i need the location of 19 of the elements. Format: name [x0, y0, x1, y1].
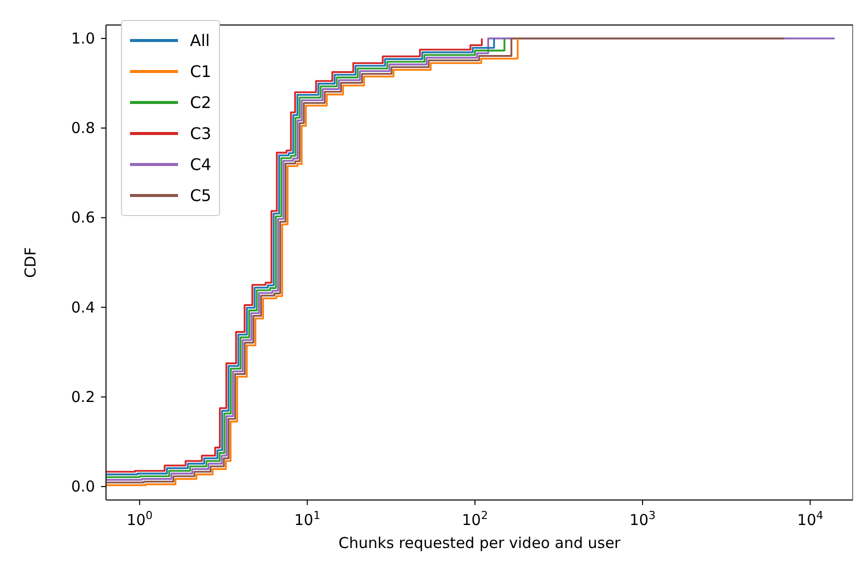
- legend-label: C2: [190, 93, 212, 112]
- x-tick-label: 10$^{1}$: [294, 508, 320, 529]
- x-tick-label: 10$^{4}$: [797, 508, 824, 529]
- x-tick-label: 10$^{0}$: [126, 508, 153, 529]
- y-tick-label: 0.8: [71, 119, 95, 138]
- legend-label: C3: [190, 124, 212, 143]
- x-tick-label: 10$^{3}$: [630, 508, 656, 529]
- y-axis-title: CDF: [21, 247, 40, 278]
- legend-label: C1: [190, 62, 212, 81]
- y-tick-label: 0.6: [71, 208, 95, 227]
- y-tick-label: 1.0: [71, 29, 95, 48]
- legend-label: C5: [190, 186, 212, 205]
- y-tick-label: 0.0: [71, 478, 95, 496]
- x-axis-title: Chunks requested per video and user: [338, 534, 622, 552]
- y-tick-label: 0.4: [71, 298, 95, 316]
- legend-label: C4: [190, 155, 212, 174]
- x-tick-label: 10$^{2}$: [462, 508, 488, 529]
- legend-label: All: [190, 31, 210, 50]
- y-tick-label: 0.2: [71, 388, 95, 406]
